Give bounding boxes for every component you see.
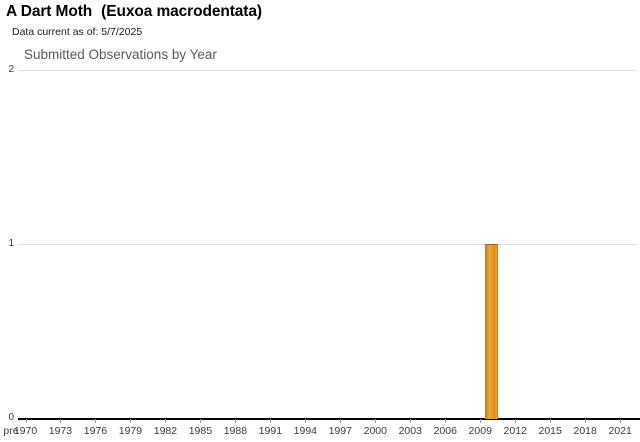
species-scientific-name: (Euxoa macrodentata) (101, 3, 262, 20)
x-axis-tick-mark (235, 419, 237, 423)
x-axis-tick-label: 2009 (468, 425, 492, 437)
x-axis-tick-mark (25, 419, 27, 423)
x-axis-tick-mark (340, 419, 342, 423)
y-axis-tick-label: 0 (8, 412, 14, 423)
chart-plot-area: 0 1 2 pre 1970 1973 1976 1979 1982 1985 1988 1991 19… (0, 44, 640, 442)
gridline-y-2 (18, 70, 637, 71)
x-axis-line (18, 418, 640, 420)
species-common-name: A Dart Moth (6, 3, 93, 20)
x-axis-tick-mark (130, 419, 132, 423)
x-axis-tick-label: 1994 (293, 425, 318, 437)
x-axis-tick-mark (60, 419, 62, 423)
x-axis-tick-mark (95, 419, 97, 423)
chart-bar[interactable] (485, 244, 499, 419)
x-axis-tick-label: 1982 (153, 425, 178, 437)
x-axis-tick-mark (585, 419, 587, 423)
page-title: A Dart Moth (Euxoa macrodentata) (6, 3, 262, 21)
y-axis-tick-label: 1 (8, 238, 14, 249)
x-axis-tick-mark (620, 419, 622, 423)
x-axis-tick-label: 2021 (608, 425, 632, 437)
x-axis-tick-label: 1973 (48, 425, 73, 437)
x-axis-tick-label: 1979 (118, 425, 143, 437)
x-axis-tick-label: 2018 (573, 425, 597, 437)
x-axis-tick-label: 1991 (258, 425, 283, 437)
x-axis-tick-label: pre (3, 425, 19, 437)
x-axis-tick-label: 2000 (363, 425, 387, 437)
x-axis-tick-mark (200, 419, 202, 423)
x-axis-tick-mark (305, 419, 307, 423)
x-axis-tick-label: 1985 (188, 425, 213, 437)
x-axis-tick-mark (375, 419, 377, 423)
observations-chart: Submitted Observations by Year 0 1 2 pre 197… (0, 44, 640, 442)
x-axis-tick-label: 2003 (398, 425, 422, 437)
chart-title: Submitted Observations by Year (24, 47, 217, 62)
x-axis-tick-mark (270, 419, 272, 423)
x-axis-tick-label: 2015 (538, 425, 562, 437)
data-current-date: Data current as of: 5/7/2025 (12, 26, 143, 38)
x-axis-tick-label: 2012 (503, 425, 527, 437)
x-axis-tick-label: 1988 (223, 425, 248, 437)
x-axis-tick-mark (515, 419, 517, 423)
x-axis-tick-mark (410, 419, 412, 423)
x-axis-tick-label: 1997 (328, 425, 352, 437)
gridline-y-1 (18, 244, 637, 245)
x-axis-tick-mark (445, 419, 447, 423)
x-axis-tick-label: 2006 (433, 425, 457, 437)
x-axis-tick-mark (550, 419, 552, 423)
x-axis-tick-mark (480, 419, 482, 423)
x-axis-tick-label: 1970 (13, 425, 38, 437)
x-axis-tick-label: 1976 (83, 425, 108, 437)
x-axis-tick-mark (165, 419, 167, 423)
y-axis-tick-label: 2 (8, 64, 14, 75)
